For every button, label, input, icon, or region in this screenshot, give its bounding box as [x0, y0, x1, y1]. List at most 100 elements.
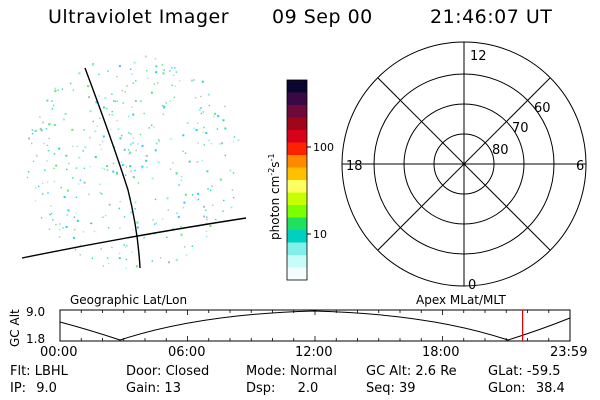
speckle — [233, 136, 236, 138]
speckle — [201, 159, 203, 162]
speckle — [72, 177, 74, 179]
speckle — [88, 193, 90, 196]
speckle — [74, 248, 77, 251]
speckle — [104, 97, 107, 100]
speckle — [125, 244, 128, 247]
speckle — [96, 125, 99, 127]
speckle — [208, 139, 210, 142]
speckle — [99, 191, 102, 194]
speckle — [88, 96, 90, 99]
speckle — [35, 154, 38, 157]
speckle — [224, 154, 226, 157]
speckle — [214, 112, 217, 115]
speckle — [202, 111, 204, 113]
speckle — [153, 126, 155, 128]
speckle — [58, 236, 61, 238]
speckle — [210, 143, 213, 145]
speckle — [200, 95, 202, 98]
speckle — [180, 179, 183, 181]
colorbar-stripe — [287, 92, 307, 106]
speckle — [230, 206, 233, 209]
speckle — [148, 127, 150, 129]
speckle — [34, 200, 37, 202]
speckle — [157, 82, 159, 84]
speckle — [162, 72, 165, 75]
speckle — [114, 100, 116, 103]
speckle — [208, 104, 210, 107]
speckle — [55, 164, 58, 167]
speckle — [48, 228, 51, 230]
speckle — [182, 150, 184, 153]
speckle — [124, 174, 127, 176]
speckle — [107, 262, 110, 265]
speckle — [64, 113, 67, 115]
speckle — [203, 205, 206, 208]
speckle — [112, 162, 115, 165]
gcalt-label: GC Alt: — [366, 364, 412, 379]
mode-label: Mode: — [246, 364, 286, 379]
speckle — [206, 216, 208, 218]
speckle — [177, 215, 180, 218]
speckle — [135, 265, 138, 268]
speckle — [219, 178, 222, 181]
speckle — [165, 102, 167, 104]
speckle — [184, 152, 187, 154]
geo-latitude-line — [21, 217, 247, 259]
gain-label: Gain: — [126, 381, 161, 396]
speckle — [94, 156, 97, 159]
speckle — [136, 221, 139, 224]
speckle — [180, 233, 183, 236]
xtick-label-3: 18:00 — [422, 345, 460, 360]
speckle — [121, 163, 124, 166]
speckle — [38, 185, 40, 188]
speckle — [89, 110, 92, 113]
speckle — [99, 183, 101, 185]
speckle — [118, 257, 121, 260]
geographic-label: Geographic Lat/Lon — [70, 293, 188, 307]
glat-value: -59.5 — [526, 364, 561, 379]
speckle — [95, 101, 98, 104]
speckle — [207, 93, 210, 96]
speckle — [106, 257, 109, 259]
apex-label: Apex MLat/MLT — [416, 293, 506, 307]
speckle — [107, 227, 110, 229]
speckle — [222, 119, 225, 122]
xtick-label-2: 12:00 — [295, 345, 333, 360]
speckle — [154, 58, 157, 60]
speckle — [186, 122, 189, 124]
speckle — [174, 67, 176, 69]
speckle — [151, 260, 153, 262]
speckle — [131, 73, 133, 75]
speckle — [217, 115, 220, 118]
speckle — [75, 167, 78, 169]
speckle — [137, 143, 139, 145]
speckle — [130, 211, 132, 214]
speckle — [125, 267, 127, 269]
date-label: 09 Sep 00 — [272, 6, 373, 28]
speckle — [39, 116, 41, 118]
speckle — [34, 130, 37, 132]
speckle — [213, 115, 215, 118]
status-flt: Flt: LBHL — [10, 364, 68, 379]
speckle — [159, 257, 162, 259]
glat-label: GLat: — [488, 364, 523, 379]
speckle — [124, 91, 126, 93]
speckle — [53, 124, 56, 126]
speckle — [154, 233, 156, 235]
speckle — [198, 109, 201, 111]
speckle — [102, 265, 105, 267]
speckle — [78, 183, 80, 185]
speckle — [175, 259, 178, 262]
speckle — [94, 130, 97, 133]
speckle — [98, 95, 100, 97]
speckle — [116, 173, 118, 176]
speckle — [54, 87, 57, 90]
speckle — [237, 139, 240, 142]
gain-value: 13 — [164, 381, 181, 396]
speckle — [66, 189, 69, 192]
speckle — [53, 153, 56, 155]
speckle — [224, 105, 226, 108]
speckle — [112, 170, 115, 173]
xtick-label-1: 06:00 — [168, 345, 206, 360]
speckle — [76, 219, 79, 222]
